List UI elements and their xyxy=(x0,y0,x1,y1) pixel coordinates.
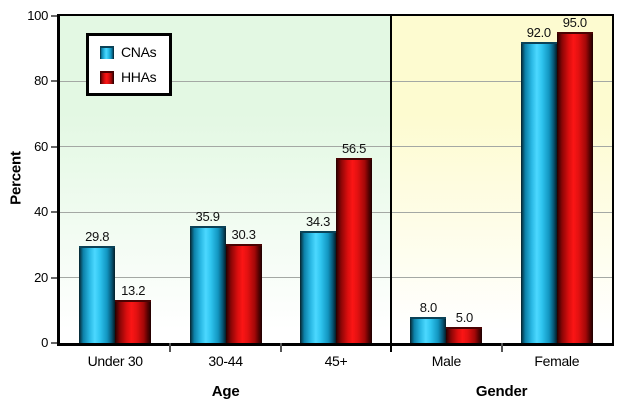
legend-swatch-hhas xyxy=(100,70,114,84)
bar-cnas-male xyxy=(410,316,447,343)
y-tick-mark-80 xyxy=(51,80,57,83)
y-axis-title: Percent xyxy=(7,151,25,205)
bar-hhas-under-30 xyxy=(115,299,152,343)
section-divider xyxy=(390,16,393,352)
category-label-45: 45+ xyxy=(324,353,348,369)
y-tick-mark-40 xyxy=(51,211,57,214)
category-label-male: Male xyxy=(431,353,461,369)
legend-item-cnas: CNAs xyxy=(100,44,157,60)
y-tick-label-0: 0 xyxy=(41,335,48,350)
y-tick-mark-0 xyxy=(51,342,57,344)
value-label-cnas-female: 92.0 xyxy=(526,25,551,41)
y-tick-mark-20 xyxy=(51,276,57,279)
legend: CNAs HHAs xyxy=(86,33,173,96)
bar-hhas-female xyxy=(556,32,593,343)
value-label-hhas-45: 56.5 xyxy=(341,141,367,157)
gridline-80 xyxy=(60,80,612,82)
x-tick-mark xyxy=(500,343,503,352)
bar-cnas-female xyxy=(520,42,557,343)
x-tick-mark xyxy=(279,343,282,352)
y-tick-label-40: 40 xyxy=(34,204,48,220)
legend-label-hhas: HHAs xyxy=(121,69,157,85)
plot-area: 29.8 13.2 35.9 30.3 34.3 56.5 8.0 5.0 92.0 95.0 xyxy=(57,14,614,352)
y-tick-mark-60 xyxy=(51,145,57,148)
bar-hhas-30-44 xyxy=(225,243,262,343)
value-label-hhas-30-44: 30.3 xyxy=(231,226,256,242)
bar-hhas-male xyxy=(446,326,483,343)
group-label-age: Age xyxy=(211,383,240,400)
value-label-cnas-under-30: 29.8 xyxy=(85,228,110,244)
legend-swatch-cnas xyxy=(100,45,114,59)
bar-cnas-30-44 xyxy=(189,225,226,343)
value-label-hhas-under-30: 13.2 xyxy=(121,282,146,298)
bar-cnas-45 xyxy=(300,230,336,343)
category-label-female: Female xyxy=(534,353,580,369)
legend-item-hhas: HHAs xyxy=(100,69,157,85)
category-label-30-44: 30-44 xyxy=(208,353,243,369)
value-label-hhas-female: 95.0 xyxy=(562,15,587,31)
value-label-cnas-30-44: 35.9 xyxy=(195,208,220,224)
y-tick-label-20: 20 xyxy=(34,269,48,285)
value-label-cnas-male: 8.0 xyxy=(419,299,437,315)
value-label-hhas-male: 5.0 xyxy=(455,309,473,325)
value-label-cnas-45: 34.3 xyxy=(305,213,331,229)
category-label-under-30: Under 30 xyxy=(87,353,144,369)
y-tick-mark-100 xyxy=(51,15,57,17)
y-tick-label-60: 60 xyxy=(34,138,48,154)
bar-hhas-45 xyxy=(336,158,372,343)
bar-cnas-under-30 xyxy=(79,245,116,343)
legend-label-cnas: CNAs xyxy=(121,44,157,60)
y-tick-label-80: 80 xyxy=(34,73,48,89)
gridline-60 xyxy=(60,146,612,148)
group-label-gender: Gender xyxy=(475,383,528,400)
x-tick-mark xyxy=(169,343,172,352)
y-tick-label-100: 100 xyxy=(27,8,48,23)
